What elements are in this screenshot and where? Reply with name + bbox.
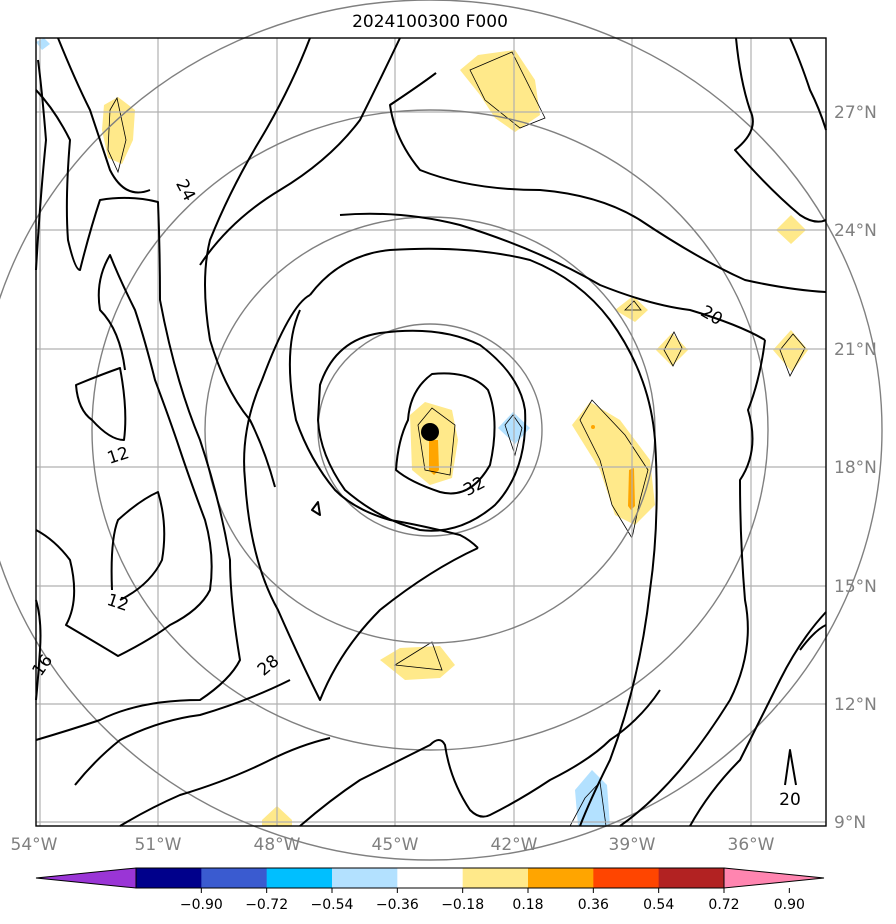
colorbar-segment xyxy=(658,868,725,888)
colorbar-tick-label: 0.54 xyxy=(643,897,674,913)
colorbar: −0.90 −0.72 −0.54 −0.36 −0.18 0.18 0.36 0.54 0.7… xyxy=(35,867,825,913)
graticule xyxy=(36,38,826,826)
colorbar-tick-label: 0.36 xyxy=(578,897,609,913)
colorbar-extend-low xyxy=(36,868,136,888)
thick-contours xyxy=(35,37,827,827)
colorbar-tick-label: 0.18 xyxy=(512,897,543,913)
y-tick-label: 24°N xyxy=(834,221,877,241)
colorbar-segments xyxy=(36,868,824,888)
y-tick-label: 21°N xyxy=(834,340,877,360)
map-frame xyxy=(35,37,827,827)
y-tick-label: 15°N xyxy=(834,577,877,597)
range-rings xyxy=(0,0,883,861)
colorbar-tick-label: 0.72 xyxy=(708,897,739,913)
colorbar-segment xyxy=(462,868,529,888)
x-axis-ticks: 54°W 51°W 48°W 45°W 42°W 39°W 36°W xyxy=(11,835,775,855)
x-tick-label: 45°W xyxy=(372,835,419,855)
colorbar-ticks: −0.90 −0.72 −0.54 −0.36 −0.18 0.18 0.36 0.54 0.7… xyxy=(180,888,805,913)
colorbar-segment xyxy=(136,868,202,888)
x-tick-label: 36°W xyxy=(728,835,775,855)
colorbar-tick-label: −0.90 xyxy=(180,897,223,913)
x-tick-label: 54°W xyxy=(11,835,58,855)
map-title: 2024100300 F000 xyxy=(352,12,508,32)
colorbar-tick-label: −0.18 xyxy=(441,897,484,913)
y-axis-ticks: 27°N 24°N 21°N 18°N 15°N 12°N 9°N xyxy=(834,103,877,833)
x-tick-label: 51°W xyxy=(135,835,182,855)
map-area: 24 20 12 32 12 28 16 20 xyxy=(0,0,883,861)
colorbar-segment xyxy=(593,868,660,888)
colorbar-segment xyxy=(201,868,268,888)
colorbar-segment xyxy=(528,868,594,888)
storm-center-marker xyxy=(421,423,439,441)
colorbar-tick-label: −0.54 xyxy=(311,897,354,913)
x-tick-label: 42°W xyxy=(491,835,538,855)
x-tick-label: 48°W xyxy=(254,835,301,855)
y-tick-label: 12°N xyxy=(834,695,877,715)
colorbar-tick-label: −0.36 xyxy=(376,897,419,913)
thin-contours xyxy=(107,51,806,827)
contour-label: 20 xyxy=(779,790,801,810)
x-tick-label: 39°W xyxy=(609,835,656,855)
y-tick-label: 27°N xyxy=(834,103,877,123)
colorbar-tick-label: −0.72 xyxy=(245,897,288,913)
colorbar-tick-label: 0.90 xyxy=(774,897,805,913)
colorbar-extend-high xyxy=(724,868,824,888)
y-tick-label: 18°N xyxy=(834,458,877,478)
colorbar-segment xyxy=(266,868,333,888)
colorbar-segment xyxy=(332,868,398,888)
y-tick-label: 9°N xyxy=(834,813,866,833)
colorbar-segment xyxy=(397,868,464,888)
